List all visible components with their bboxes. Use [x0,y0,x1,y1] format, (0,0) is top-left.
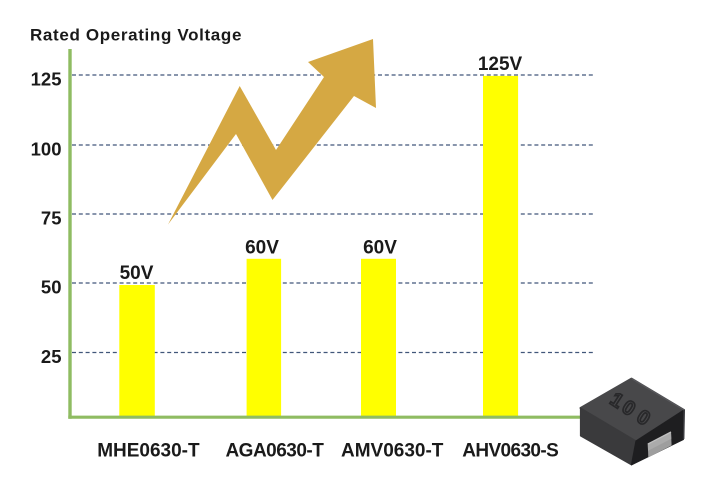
svg-text:25: 25 [41,346,62,367]
svg-text:125: 125 [31,69,62,90]
svg-text:100: 100 [31,139,62,160]
svg-text:AMV0630-T: AMV0630-T [341,441,444,462]
svg-text:75: 75 [41,208,62,229]
svg-text:125V: 125V [478,54,523,75]
svg-text:50V: 50V [120,263,154,284]
svg-text:50: 50 [41,277,62,298]
svg-text:60V: 60V [363,237,397,258]
svg-text:Rated Operating Voltage: Rated Operating Voltage [30,26,242,45]
svg-text:AHV0630-S: AHV0630-S [462,441,558,462]
svg-text:60V: 60V [245,237,279,258]
svg-text:MHE0630-T: MHE0630-T [97,441,200,462]
svg-text:AGA0630-T: AGA0630-T [225,441,324,462]
